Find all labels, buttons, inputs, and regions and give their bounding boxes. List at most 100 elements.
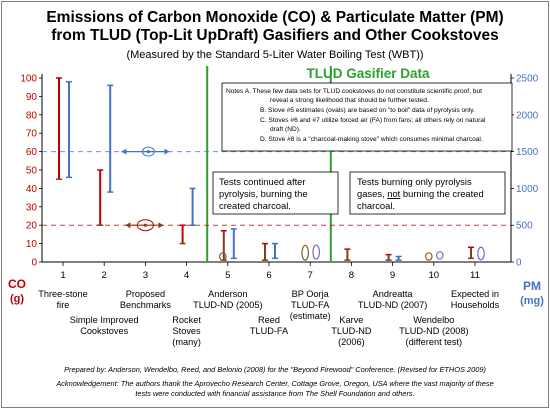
pyrolysis-char-line-3: created charcoal. [219,200,291,211]
x-tick-label: 4 [184,270,190,281]
y-left-tick-label: 60 [26,147,38,158]
note-line-4: C. Stoves #6 and #7 utilize forced air (… [260,117,486,124]
y-left-tick-label: 0 [31,258,37,269]
category-label-9-line-1: Andreatta [373,289,414,299]
x-tick-label: 8 [349,270,354,281]
co-estimate-oval [424,252,433,261]
co-estimate-oval [219,252,227,261]
y-left-tick-label: 40 [26,184,38,195]
co-benchmark-oval [136,219,154,232]
category-label-10-line-2: TLUD-ND (2008) [399,326,468,336]
y-left-tick-label: 20 [26,221,38,232]
y-right-tick-label: 1500 [516,147,539,158]
y-right-tick-label: 500 [516,221,533,232]
pyrolysis-only-line-3: charcoal. [357,200,395,211]
y-right-axis-label: PM [523,279,541,293]
pyrolysis-only-box-border [349,171,506,215]
category-label-7-line-3: (estimate) [290,311,331,321]
pm-benchmark-oval [141,146,155,157]
note-line-3: B. Stove #5 estimates (ovals) are based … [260,107,475,114]
y-right-tick-label: 1000 [516,184,539,195]
y-right-tick-label: 2500 [516,74,539,85]
category-label-7-line-2: TLUD-FA [291,300,330,310]
pyrolysis-char-box: Tests continued after pyrolysis, burning… [212,171,339,215]
co-benchmark-point [143,223,147,227]
category-label-11-line-2: Households [451,300,500,310]
pm-benchmark-arrow-head [164,148,170,155]
pyrolysis-char-box-border [212,171,339,215]
x-tick-label: 3 [143,270,148,281]
pyrolysis-only-line-2-pre: gases, [357,188,387,199]
x-tick-label: 6 [266,270,271,281]
category-label-8-line-2: TLUD-ND [331,326,372,336]
pm-benchmark-point [146,150,150,154]
y-left-tick-label: 80 [26,110,38,121]
footer-prepared-by: Prepared by: Anderson, Wendelbo, Reed, a… [64,365,486,374]
category-label-2-line-2: Cookstoves [80,326,128,336]
pyrolysis-only-line-2-post: burning the created [400,188,483,199]
y-right-tick-label: 0 [516,258,522,269]
pm-benchmark-arrow-head [121,148,127,155]
footer-acknowledgement-line-2: tests were conducted with financial assi… [135,389,414,398]
category-label-6-line-2: TLUD-FA [250,326,289,336]
chart-title-line-1: Emissions of Carbon Monoxide (CO) & Part… [46,9,503,26]
note-line-5: draft (ND). [270,126,301,133]
category-label-2-line-1: Simple Improved [70,315,139,325]
chart-title-line-2: from TLUD (Top-Lit UpDraft) Gasifiers an… [51,27,499,44]
category-label-8-line-3: (2006) [338,337,365,347]
pyrolysis-only-line-2: gases, not burning the created [357,188,484,199]
y-left-tick-label: 10 [26,239,38,250]
y-left-tick-label: 100 [20,74,37,85]
x-tick-label: 11 [470,270,480,281]
category-label-5-line-1: Anderson [208,289,247,299]
category-label-9-line-2: TLUD-ND (2007) [358,300,427,310]
note-line-6: D. Stove #8 is a "charcoal-making stove"… [260,136,483,143]
category-label-3-line-1: Proposed [126,289,165,299]
footer-acknowledgement-line-1: Acknowledgement: The authors thank the A… [55,379,493,388]
pm-estimate-oval [477,246,485,261]
x-tick-label: 2 [102,270,107,281]
category-label-10-line-1: Wendelbo [413,315,454,325]
co-estimate-oval [301,244,310,261]
y-left-tick-label: 70 [26,129,38,140]
y-right-axis-unit: (mg) [520,295,544,307]
x-tick-label: 1 [60,270,65,281]
category-label-1-line-1: Three-stone [38,289,88,299]
y-left-axis-unit: (g) [10,293,24,305]
category-label-11-line-1: Expected in [451,289,499,299]
chart-subtitle: (Measured by the Standard 5-Liter Water … [126,49,423,61]
x-tick-label: 10 [428,270,439,281]
category-label-8-line-1: Karve [339,315,363,325]
y-right-tick-label: 2000 [516,110,539,121]
pyrolysis-only-box: Tests burning only pyrolysis gases, not … [349,171,506,215]
x-tick-label: 9 [390,270,395,281]
category-label-3-line-2: Benchmarks [120,300,171,310]
pyrolysis-char-line-2: pyrolysis, burning the [219,188,308,199]
pyrolysis-only-line-1: Tests burning only pyrolysis [357,176,472,187]
y-left-tick-label: 90 [26,92,38,103]
co-benchmark-arrow-head [158,222,164,229]
y-left-tick-label: 50 [26,166,38,177]
y-left-tick-label: 30 [26,202,38,213]
pyrolysis-char-line-1: Tests continued after [219,176,306,187]
tlud-section-title: TLUD Gasifier Data [306,66,430,81]
plot-area: 0102030405060708090100050010001500200025… [20,66,539,281]
category-label-4-line-1: Rocket [172,315,201,325]
note-line-1: Notes A. These few data sets for TLUD co… [226,88,482,95]
pyrolysis-only-not-word: not [387,188,400,199]
notes-box: Notes A. These few data sets for TLUD co… [221,82,513,152]
category-label-4-line-2: Stoves [173,326,201,336]
pm-estimate-oval [435,251,444,260]
axis-titles: CO (g) PM (mg) [8,277,544,307]
category-label-10-line-3: (different test) [406,337,463,347]
category-label-4-line-3: (many) [172,337,201,347]
category-label-7-line-1: BP Oorja [292,289,330,299]
category-label-6-line-1: Reed [258,315,280,325]
pm-estimate-oval [312,244,321,260]
note-line-2: reveal a strong likelihood that should b… [270,97,429,104]
category-label-5-line-2: TLUD-ND (2005) [193,300,262,310]
x-tick-label: 7 [308,270,313,281]
category-label-1-line-2: fire [57,300,70,310]
